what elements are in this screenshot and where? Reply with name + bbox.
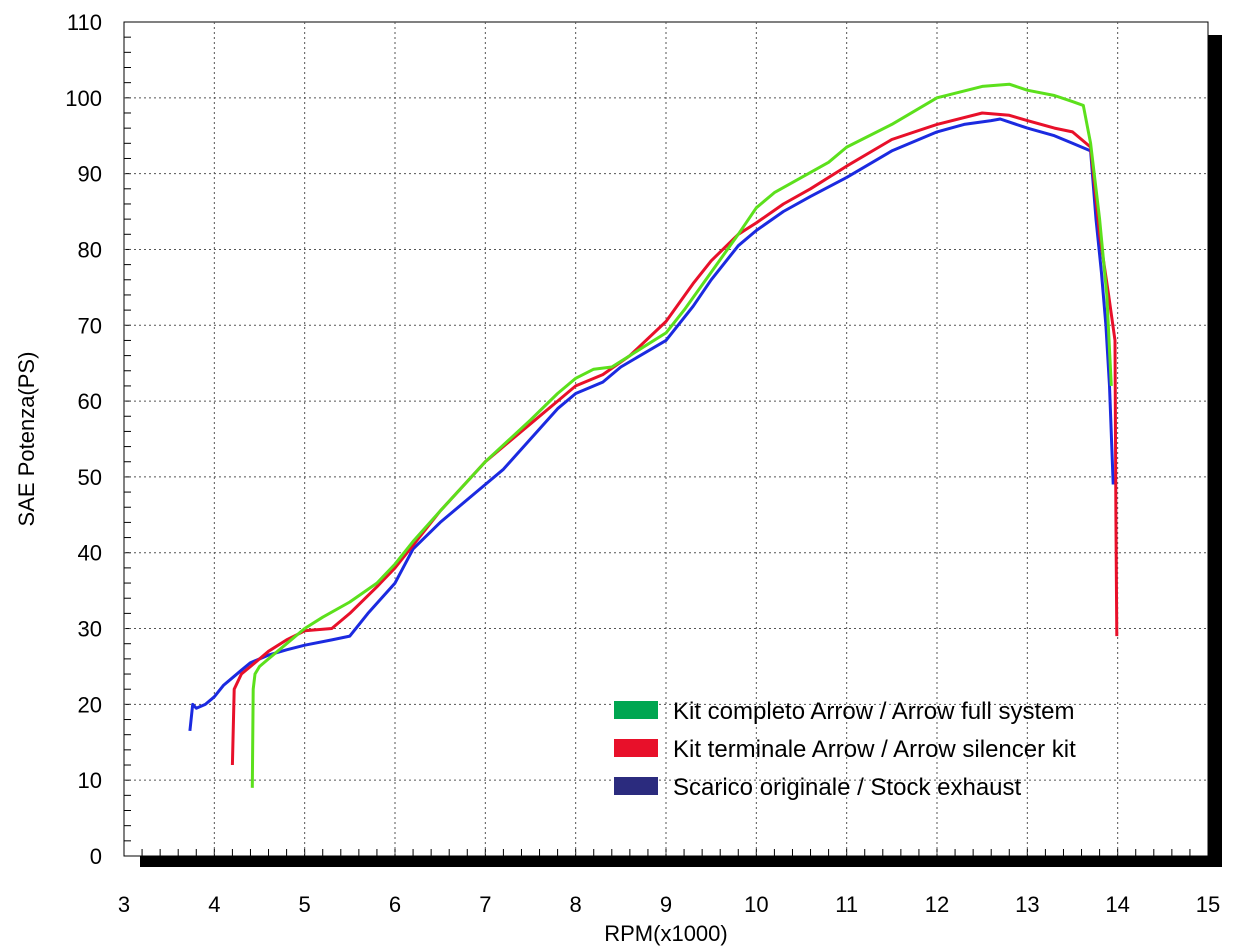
legend-label: Scarico originale / Stock exhaust: [673, 774, 1022, 801]
x-tick-label: 4: [208, 892, 220, 917]
legend-swatch: [614, 701, 658, 719]
x-tick-label: 3: [118, 892, 130, 917]
y-tick-label: 90: [78, 162, 102, 187]
series-line: [250, 82, 1113, 788]
x-tick-label: 14: [1105, 892, 1129, 917]
grid-lines: [124, 22, 1208, 856]
series-line: [230, 111, 1119, 766]
y-tick-label: 50: [78, 465, 102, 490]
legend-swatch: [614, 739, 658, 757]
x-tick-label: 13: [1015, 892, 1039, 917]
x-tick-label: 12: [925, 892, 949, 917]
y-tick-label: 0: [90, 844, 102, 869]
x-tick-label: 8: [570, 892, 582, 917]
y-tick-label: 40: [78, 541, 102, 566]
series-lines: [188, 82, 1119, 788]
x-tick-labels: 3 4 5 6 7 8 9 10 11 12 13 14 15: [118, 892, 1220, 917]
x-tick-label: 11: [835, 892, 858, 917]
x-tick-label: 6: [389, 892, 401, 917]
legend-label: Kit completo Arrow / Arrow full system: [673, 698, 1074, 725]
series-line: [188, 117, 1115, 732]
y-tick-labels: 0 10 20 30 40 50 60 70 80 90 100 110: [65, 10, 102, 869]
y-tick-label: 80: [78, 237, 102, 262]
y-tick-label: 100: [65, 86, 102, 111]
y-tick-label: 30: [78, 617, 102, 642]
x-tick-label: 5: [299, 892, 311, 917]
x-tick-label: 10: [744, 892, 768, 917]
x-tick-label: 7: [479, 892, 491, 917]
y-tick-label: 70: [78, 313, 102, 338]
legend-swatch: [614, 777, 658, 795]
x-tick-label: 9: [660, 892, 672, 917]
y-tick-label: 60: [78, 389, 102, 414]
x-axis-label: RPM(x1000): [604, 921, 727, 946]
y-tick-label: 20: [78, 692, 102, 717]
y-tick-label: 110: [67, 10, 102, 35]
y-axis-label: SAE Potenza(PS): [14, 352, 39, 527]
legend: Kit completo Arrow / Arrow full system Ki…: [614, 698, 1076, 801]
x-tick-label: 15: [1196, 892, 1220, 917]
legend-label: Kit terminale Arrow / Arrow silencer kit: [673, 736, 1076, 763]
y-tick-label: 10: [78, 768, 102, 793]
